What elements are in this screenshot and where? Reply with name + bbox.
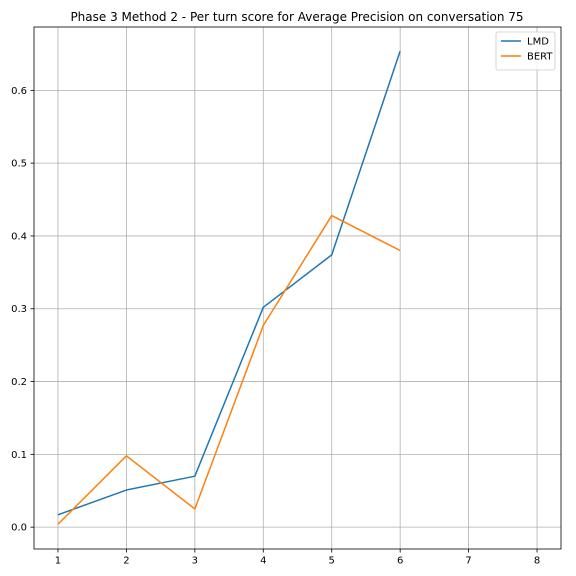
legend: LMD BERT [495,31,556,71]
x-tick-label: 1 [55,556,61,567]
y-tick-label: 0.5 [11,159,27,170]
series-line-lmd [57,50,401,516]
y-tick-label: 0.1 [11,450,27,461]
chart-title: Phase 3 Method 2 - Per turn score for Av… [70,10,523,24]
x-tick-label: 2 [123,556,129,567]
series-lines [57,50,401,525]
axis-ticks: 1 2 3 4 5 6 7 8 0.0 0.1 0.2 0.3 0.4 0.5 0.6 [11,86,540,567]
x-tick-label: 3 [192,556,198,567]
plot-area-frame [33,26,562,550]
y-tick-label: 0.6 [11,86,27,97]
grid [34,27,561,549]
x-tick-label: 7 [465,556,471,567]
y-tick-label: 0.0 [11,523,27,534]
legend-label-bert: BERT [527,52,553,63]
legend-label-lmd: LMD [527,37,549,48]
x-tick-label: 8 [534,556,540,567]
x-tick-label: 4 [260,556,266,567]
series-line-bert [57,214,401,525]
y-tick-label: 0.4 [11,231,27,242]
y-tick-label: 0.2 [11,377,27,388]
x-tick-label: 5 [329,556,335,567]
y-tick-label: 0.3 [11,304,27,315]
x-tick-label: 6 [397,556,403,567]
